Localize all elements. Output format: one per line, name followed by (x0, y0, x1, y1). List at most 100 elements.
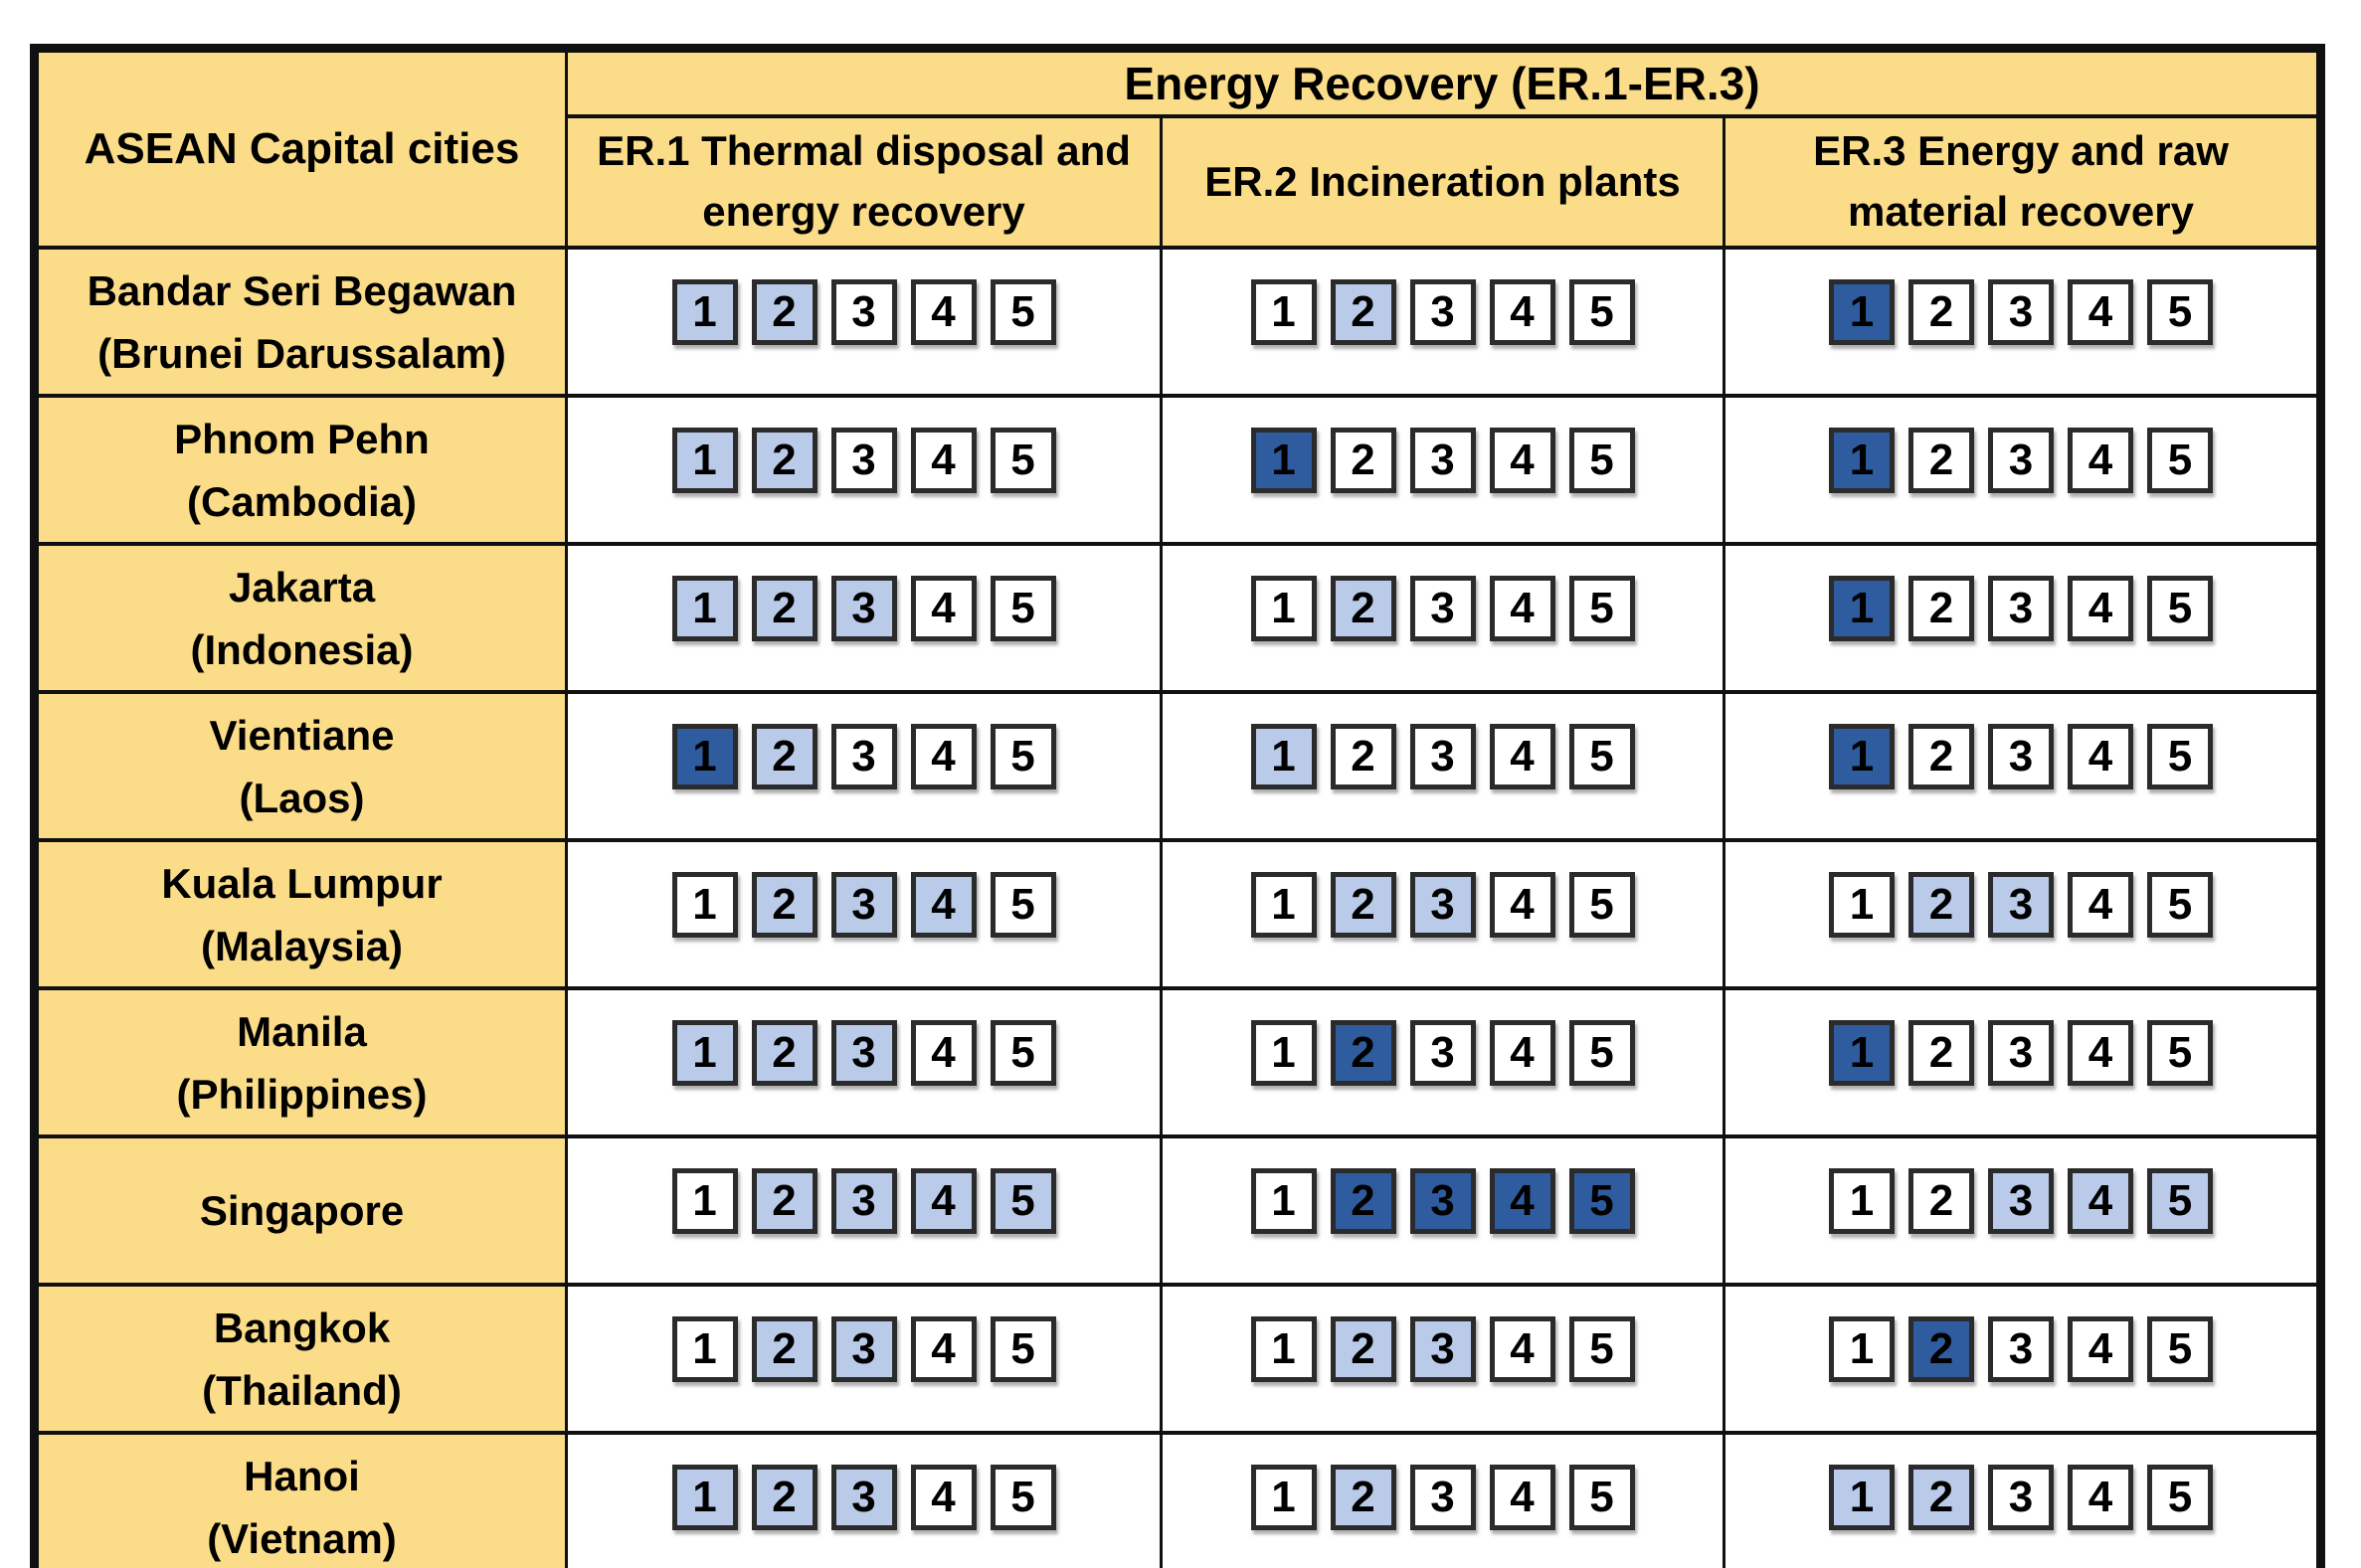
rating-box: 4 (1489, 1019, 1555, 1086)
rating-box: 5 (990, 723, 1056, 789)
rating-box: 4 (1489, 871, 1555, 938)
rating-box: 5 (2147, 278, 2213, 345)
rating-box: 3 (1988, 1464, 2054, 1530)
row-header-title: ASEAN Capital cities (33, 46, 568, 250)
rating-box: 1 (1829, 1167, 1895, 1234)
rating-box: 2 (1330, 1019, 1396, 1086)
rating-box: 5 (2147, 871, 2213, 938)
rating-box: 3 (1409, 1019, 1476, 1086)
rating-box: 5 (1568, 575, 1635, 641)
rating-box: 3 (830, 427, 897, 493)
rating-box: 1 (1829, 1464, 1895, 1530)
rating-box: 2 (1330, 575, 1396, 641)
rating-box: 1 (1250, 1167, 1317, 1234)
column-header-er3: ER.3 Energy and raw material recovery (1723, 114, 2322, 250)
rating-box: 3 (1988, 1019, 2054, 1086)
rating-box: 2 (1908, 871, 1974, 938)
city-country: (Indonesia) (190, 625, 414, 673)
rating-box: 4 (2068, 1315, 2133, 1382)
rating-box: 3 (1988, 871, 2054, 938)
rating-box: 4 (2068, 278, 2133, 345)
rating-box: 5 (2147, 723, 2213, 789)
rating-box: 5 (990, 1167, 1056, 1234)
rating-box: 2 (1330, 871, 1396, 938)
table-row: Bandar Seri Begawan (Brunei Darussalam) … (33, 246, 2322, 398)
rating-box: 3 (1409, 1464, 1476, 1530)
city-name: Manila (237, 1007, 367, 1055)
rating-box: 2 (751, 871, 817, 938)
rating-box: 5 (1568, 1167, 1635, 1234)
rating-box: 2 (1330, 427, 1396, 493)
rating-box: 1 (1829, 1019, 1895, 1086)
table-body: Bandar Seri Begawan (Brunei Darussalam) … (33, 246, 2322, 1568)
rating-box: 1 (1250, 575, 1317, 641)
rating-box: 1 (1829, 278, 1895, 345)
city-country: (Cambodia) (187, 477, 417, 525)
rating-box: 3 (830, 1464, 897, 1530)
rating-box: 5 (990, 278, 1056, 345)
rating-box: 4 (2068, 723, 2133, 789)
rating-box: 4 (1489, 575, 1555, 641)
rating-box: 5 (1568, 871, 1635, 938)
rating-box: 1 (671, 723, 738, 789)
rating-box: 5 (2147, 427, 2213, 493)
rating-box: 1 (671, 575, 738, 641)
rating-box: 2 (751, 723, 817, 789)
rating-box: 2 (751, 278, 817, 345)
rating-box: 3 (830, 1167, 897, 1234)
rating-box: 1 (671, 1019, 738, 1086)
rating-box: 4 (910, 278, 977, 345)
rating-box: 2 (1908, 1019, 1974, 1086)
rating-box: 2 (1908, 1315, 1974, 1382)
rating-box: 1 (1829, 427, 1895, 493)
rating-box: 3 (1988, 575, 2054, 641)
rating-box: 1 (1250, 723, 1317, 789)
rating-box: 3 (1988, 1315, 2054, 1382)
city-cell: Phnom Pehn (Cambodia) (33, 394, 568, 546)
rating-box: 4 (910, 1315, 977, 1382)
city-name: Vientiane (209, 711, 395, 759)
rating-box: 3 (830, 1019, 897, 1086)
rating-box: 4 (2068, 1464, 2133, 1530)
city-name: Bangkok (213, 1304, 391, 1351)
rating-box: 1 (671, 1315, 738, 1382)
rating-box: 4 (910, 1019, 977, 1086)
city-cell: Vientiane (Laos) (33, 690, 568, 842)
rating-box: 3 (830, 575, 897, 641)
rating-box: 4 (1489, 427, 1555, 493)
rating-box: 5 (990, 1315, 1056, 1382)
rating-box: 4 (2068, 871, 2133, 938)
rating-box: 1 (1829, 1315, 1895, 1382)
rating-box: 3 (830, 278, 897, 345)
rating-box: 2 (1908, 278, 1974, 345)
rating-box: 4 (910, 1167, 977, 1234)
column-header-row: ER.1 Thermal disposal and energy recover… (35, 114, 2322, 250)
rating-box: 5 (2147, 575, 2213, 641)
rating-box: 5 (1568, 1464, 1635, 1530)
